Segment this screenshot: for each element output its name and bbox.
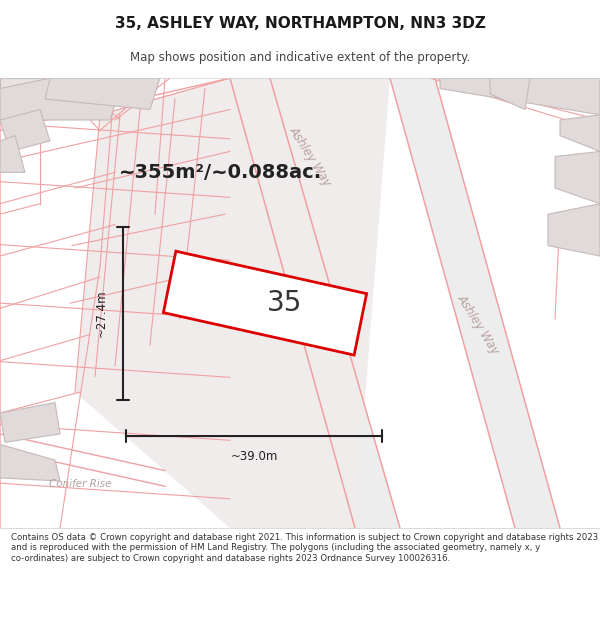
Text: Conifer Rise: Conifer Rise — [49, 479, 111, 489]
Polygon shape — [440, 78, 600, 115]
Text: 35, ASHLEY WAY, NORTHAMPTON, NN3 3DZ: 35, ASHLEY WAY, NORTHAMPTON, NN3 3DZ — [115, 16, 485, 31]
Text: ~39.0m: ~39.0m — [230, 451, 278, 464]
Polygon shape — [390, 78, 560, 528]
Polygon shape — [163, 251, 367, 355]
Polygon shape — [0, 78, 90, 89]
Polygon shape — [45, 78, 160, 109]
Polygon shape — [490, 78, 530, 109]
Polygon shape — [0, 78, 120, 120]
Text: ~27.4m: ~27.4m — [95, 290, 107, 338]
Text: 35: 35 — [268, 289, 302, 317]
Text: Map shows position and indicative extent of the property.: Map shows position and indicative extent… — [130, 51, 470, 64]
Text: Ashley Way: Ashley Way — [454, 292, 502, 356]
Polygon shape — [555, 151, 600, 204]
Polygon shape — [230, 78, 400, 528]
Polygon shape — [548, 204, 600, 256]
Text: Ashley Way: Ashley Way — [286, 124, 334, 189]
Text: ~355m²/~0.088ac.: ~355m²/~0.088ac. — [118, 162, 322, 182]
Polygon shape — [0, 444, 60, 481]
Polygon shape — [560, 115, 600, 151]
Polygon shape — [0, 109, 50, 151]
Polygon shape — [0, 402, 60, 442]
Text: Contains OS data © Crown copyright and database right 2021. This information is : Contains OS data © Crown copyright and d… — [11, 533, 598, 562]
Polygon shape — [0, 136, 25, 172]
Polygon shape — [75, 78, 390, 528]
